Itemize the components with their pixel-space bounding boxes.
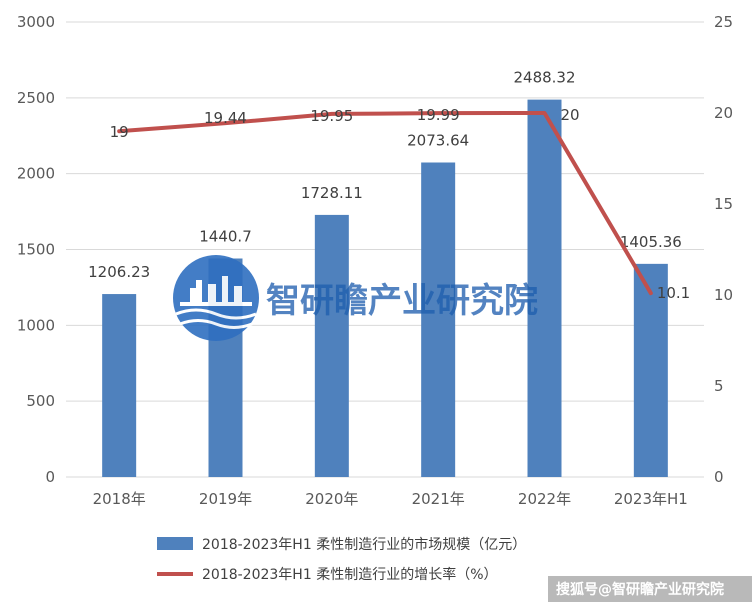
left-tick-label: 2500 xyxy=(17,89,55,107)
x-axis-ticks: 2018年 2019年 2020年 2021年 2022年 2023年H1 xyxy=(93,490,688,508)
right-tick-label: 25 xyxy=(714,13,733,31)
x-tick-label: 2021年 xyxy=(412,490,465,508)
left-tick-label: 500 xyxy=(26,392,55,410)
line-value-label: 19.95 xyxy=(310,107,353,125)
legend-line-label: 2018-2023年H1 柔性制造行业的增长率（%） xyxy=(202,566,498,583)
bar-value-label: 1728.11 xyxy=(301,184,363,202)
bar xyxy=(527,99,562,477)
footer-text: 搜狐号@智研瞻产业研究院 xyxy=(556,581,724,598)
left-tick-label: 0 xyxy=(45,468,55,486)
right-axis-ticks: 0 5 10 15 20 25 xyxy=(714,13,733,486)
city-skyline-globe-icon xyxy=(173,255,259,341)
x-tick-label: 2022年 xyxy=(518,490,571,508)
bar xyxy=(102,294,137,477)
x-tick-label: 2019年 xyxy=(199,490,252,508)
line-data-labels: 19 19.44 19.95 19.99 20 10.1 xyxy=(110,106,691,302)
grid-lines xyxy=(66,21,704,402)
left-tick-label: 1500 xyxy=(17,241,55,259)
legend: 2018-2023年H1 柔性制造行业的市场规模（亿元） 2018-2023年H… xyxy=(157,536,526,583)
legend-bar-label: 2018-2023年H1 柔性制造行业的市场规模（亿元） xyxy=(202,536,526,553)
bar-data-labels: 1206.23 1440.7 1728.11 2073.64 2488.32 1405.3… xyxy=(88,69,682,281)
bar-value-label: 2488.32 xyxy=(513,69,575,87)
watermark-text: 智研瞻产业研究院 xyxy=(266,281,538,321)
footer-bg xyxy=(548,576,752,602)
right-tick-label: 20 xyxy=(714,104,733,122)
right-tick-label: 0 xyxy=(714,468,724,486)
left-tick-label: 2000 xyxy=(17,165,55,183)
bar xyxy=(314,214,349,477)
right-tick-label: 10 xyxy=(714,286,733,304)
bar-value-label: 1440.7 xyxy=(199,227,252,245)
legend-bar-swatch xyxy=(157,537,193,550)
right-tick-label: 15 xyxy=(714,195,733,213)
x-tick-label: 2018年 xyxy=(93,490,146,508)
bar-value-label: 1405.36 xyxy=(620,233,682,251)
left-tick-label: 3000 xyxy=(17,13,55,31)
right-tick-label: 5 xyxy=(714,377,724,395)
bar-value-label: 2073.64 xyxy=(407,131,469,149)
bar xyxy=(633,263,668,477)
x-tick-label: 2023年H1 xyxy=(614,490,688,508)
x-tick-label: 2020年 xyxy=(305,490,358,508)
line-value-label: 20 xyxy=(561,106,580,124)
line-series xyxy=(117,111,653,296)
bar-value-label: 1206.23 xyxy=(88,263,150,281)
left-axis-ticks: 0 500 1000 1500 2000 2500 3000 xyxy=(17,13,55,486)
growth-rate-line xyxy=(117,111,653,296)
line-value-label: 19.99 xyxy=(417,106,460,124)
watermark: 智研瞻产业研究院 xyxy=(173,255,538,341)
line-value-label: 10.1 xyxy=(657,284,690,302)
footer-watermark: 搜狐号@智研瞻产业研究院 xyxy=(548,576,752,602)
line-value-label: 19.44 xyxy=(204,109,247,127)
line-value-label: 19 xyxy=(110,123,129,141)
bar xyxy=(421,162,456,478)
left-tick-label: 1000 xyxy=(17,316,55,334)
